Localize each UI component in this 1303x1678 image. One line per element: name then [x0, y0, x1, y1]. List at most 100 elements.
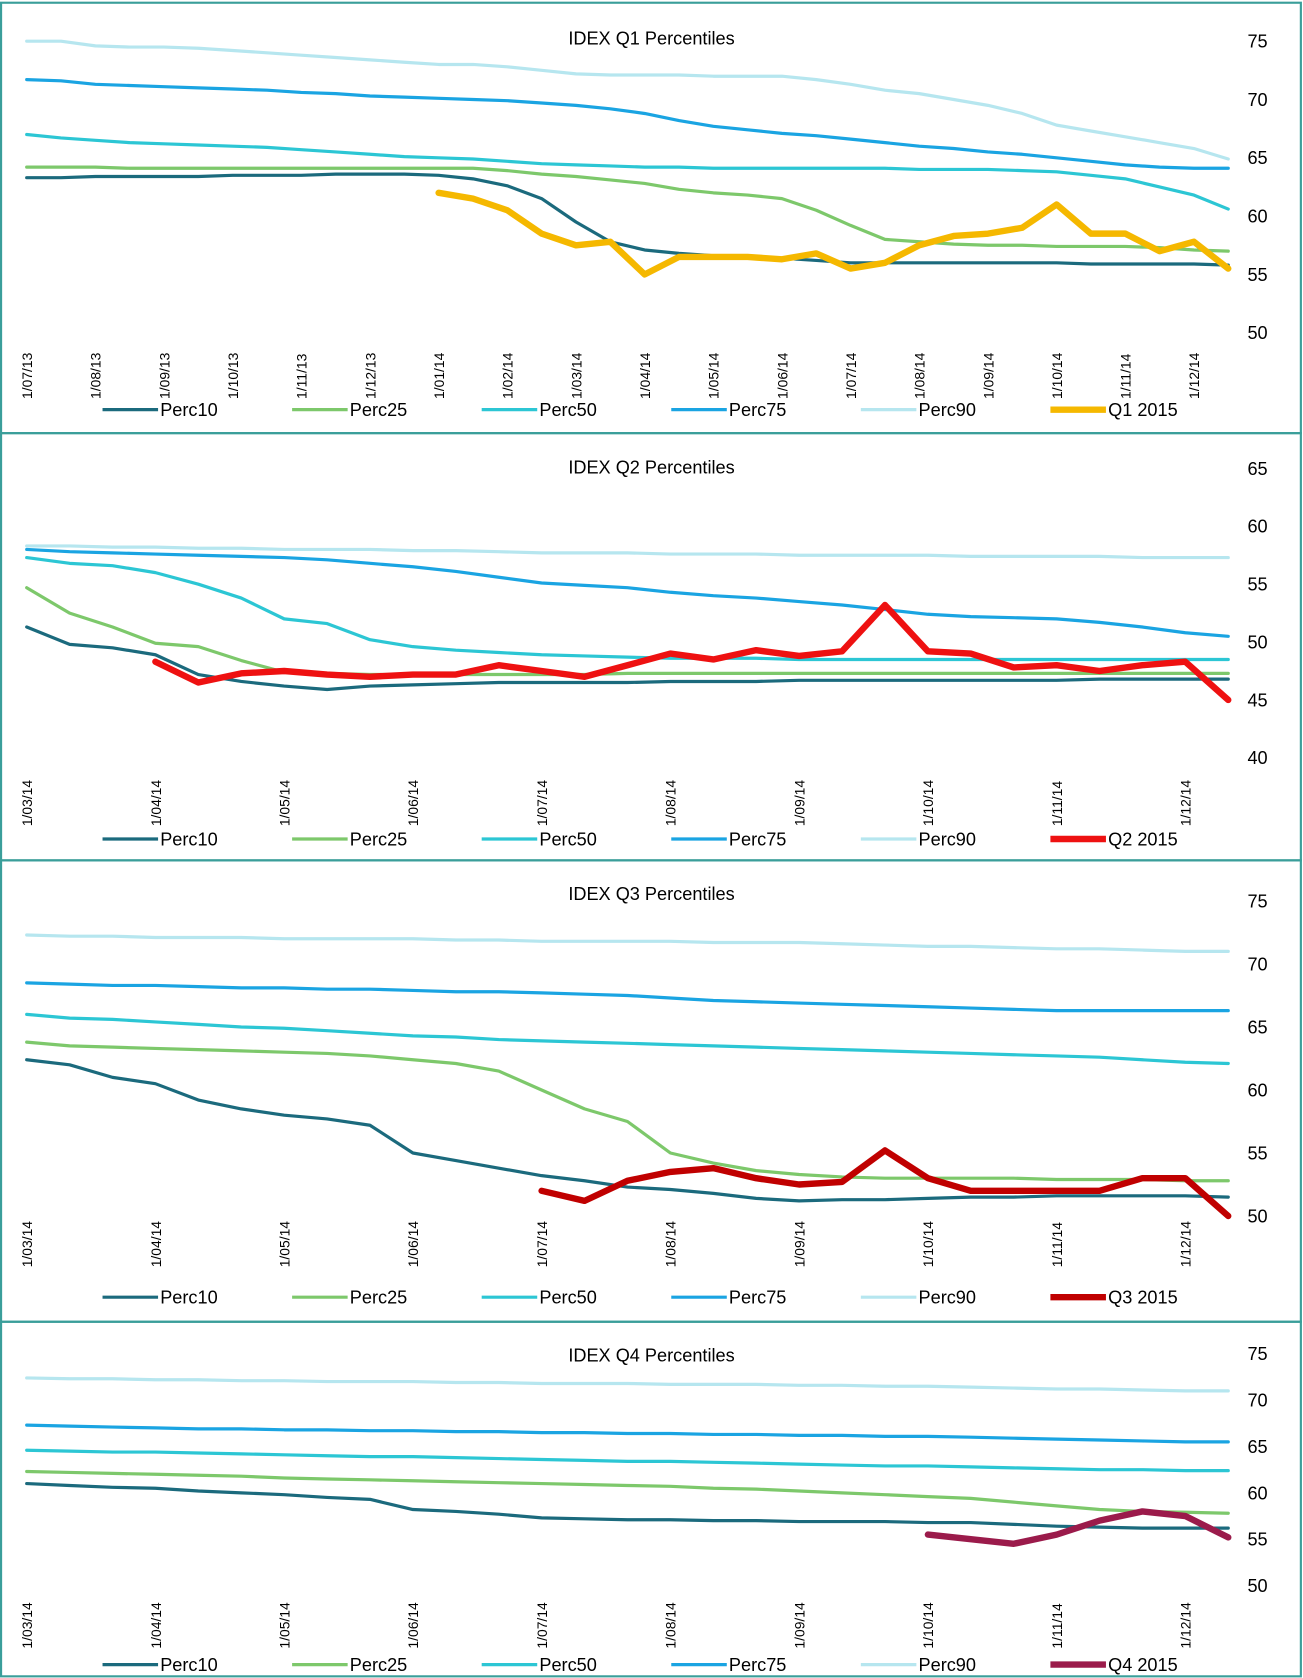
- x-tick-label: 1/09/14: [791, 1602, 807, 1649]
- x-tick-label: 1/09/14: [791, 780, 807, 827]
- x-tick-label: 1/04/14: [148, 780, 164, 827]
- x-tick-label: 1/12/14: [1178, 780, 1194, 827]
- series-line: [25, 933, 1230, 953]
- x-tick-label: 1/09/14: [980, 352, 996, 399]
- legend-label: Perc50: [539, 829, 596, 849]
- legend-label: Q1 2015: [1108, 400, 1178, 420]
- x-tick-label: 1/07/13: [19, 352, 35, 399]
- legend-label: Perc90: [919, 1655, 976, 1675]
- series-line: [25, 1423, 1230, 1444]
- legend-label: Perc75: [729, 1655, 786, 1675]
- series-line: [25, 1040, 1230, 1183]
- x-tick-label: 1/03/14: [19, 1221, 35, 1268]
- x-tick-label: 1/05/14: [277, 780, 293, 827]
- y-tick-label: 50: [1247, 323, 1267, 343]
- y-tick-label: 60: [1247, 517, 1267, 537]
- y-tick-label: 75: [1247, 32, 1267, 52]
- x-tick-label: 1/10/14: [1049, 352, 1065, 399]
- y-tick-label: 55: [1247, 1143, 1267, 1163]
- legend-label: Perc90: [919, 400, 976, 420]
- x-tick-label: 1/07/14: [534, 780, 550, 827]
- legend-label: Perc75: [729, 400, 786, 420]
- x-tick-label: 1/06/14: [405, 780, 421, 827]
- y-tick-label: 55: [1247, 575, 1267, 595]
- x-tick-label: 1/12/13: [362, 352, 378, 399]
- legend-label: Perc50: [539, 400, 596, 420]
- x-tick-label: 1/06/14: [774, 352, 790, 399]
- chart-title: IDEX Q4 Percentiles: [568, 1345, 734, 1365]
- y-tick-label: 60: [1247, 207, 1267, 227]
- x-tick-label: 1/10/14: [920, 1221, 936, 1268]
- panel-border: [0, 859, 1302, 1323]
- x-tick-label: 1/03/14: [19, 780, 35, 827]
- chart-title: IDEX Q2 Percentiles: [568, 458, 734, 478]
- x-tick-label: 1/04/14: [148, 1221, 164, 1268]
- legend-label: Perc75: [729, 829, 786, 849]
- x-tick-label: 1/01/14: [431, 352, 447, 399]
- legend-label: Q4 2015: [1108, 1655, 1178, 1675]
- legend-label: Perc10: [160, 829, 217, 849]
- x-tick-label: 1/11/14: [1049, 781, 1065, 827]
- series-line: [25, 132, 1230, 211]
- x-tick-label: 1/10/14: [920, 780, 936, 827]
- y-tick-label: 60: [1247, 1080, 1267, 1100]
- series-line: [25, 1481, 1230, 1530]
- x-tick-label: 1/04/14: [637, 352, 653, 399]
- y-tick-label: 50: [1247, 1206, 1267, 1226]
- series-line: [25, 39, 1230, 161]
- y-tick-label: 45: [1247, 690, 1267, 710]
- x-tick-label: 1/07/14: [534, 1602, 550, 1649]
- y-tick-label: 70: [1247, 90, 1267, 110]
- x-tick-label: 1/09/14: [791, 1221, 807, 1268]
- series-line: [25, 547, 1230, 638]
- x-tick-label: 1/12/14: [1186, 352, 1202, 399]
- chart-title: IDEX Q1 Percentiles: [568, 28, 734, 48]
- series-line: [25, 586, 1230, 677]
- legend-label: Perc10: [160, 1288, 217, 1308]
- y-tick-label: 60: [1247, 1483, 1267, 1503]
- chart-panel: IDEX Q2 Percentiles 40 45 50 55 60 65 1/03/14 1/…: [0, 432, 1302, 862]
- legend-label: Perc25: [350, 1655, 407, 1675]
- legend-label: Perc75: [729, 1288, 786, 1308]
- series-line: [435, 189, 1232, 278]
- series-line: [25, 544, 1230, 560]
- y-tick-label: 65: [1247, 1437, 1267, 1457]
- y-tick-label: 40: [1247, 748, 1267, 768]
- legend-label: Perc25: [350, 1288, 407, 1308]
- legend-label: Perc90: [919, 829, 976, 849]
- series-line: [538, 1147, 1232, 1220]
- x-tick-label: 1/02/14: [500, 352, 516, 399]
- legend-label: Perc90: [919, 1288, 976, 1308]
- legend-label: Perc50: [539, 1288, 596, 1308]
- legend-label: Perc25: [350, 400, 407, 420]
- x-tick-label: 1/07/14: [843, 352, 859, 399]
- series-line: [25, 1448, 1230, 1473]
- x-tick-label: 1/05/14: [277, 1221, 293, 1268]
- x-tick-label: 1/09/13: [156, 352, 172, 399]
- x-tick-label: 1/05/14: [277, 1602, 293, 1649]
- x-tick-label: 1/12/14: [1178, 1602, 1194, 1649]
- series-line: [25, 1058, 1230, 1203]
- x-tick-label: 1/11/14: [1049, 1603, 1065, 1649]
- x-tick-label: 1/03/14: [568, 352, 584, 399]
- y-tick-label: 50: [1247, 1576, 1267, 1596]
- x-tick-label: 1/10/13: [225, 352, 241, 399]
- x-tick-label: 1/12/14: [1178, 1221, 1194, 1268]
- legend-label: Perc10: [160, 400, 217, 420]
- x-tick-label: 1/11/13: [294, 353, 310, 399]
- chart-panel: IDEX Q4 Percentiles 50 55 60 65 70 75 1/03/14 1/…: [0, 1320, 1302, 1678]
- y-tick-label: 50: [1247, 632, 1267, 652]
- x-tick-label: 1/06/14: [405, 1602, 421, 1649]
- chart-panel: IDEX Q3 Percentiles 50 55 60 65 70 75 1/03/14 1/…: [0, 859, 1302, 1323]
- x-tick-label: 1/08/13: [88, 352, 104, 399]
- series-line: [25, 981, 1230, 1013]
- series-line: [25, 172, 1230, 267]
- x-tick-label: 1/03/14: [19, 1602, 35, 1649]
- x-tick-label: 1/08/14: [663, 1221, 679, 1268]
- legend-label: Q2 2015: [1108, 829, 1178, 849]
- y-tick-label: 65: [1247, 1017, 1267, 1037]
- series-line: [25, 555, 1230, 662]
- y-tick-label: 55: [1247, 265, 1267, 285]
- series-line: [25, 1012, 1230, 1066]
